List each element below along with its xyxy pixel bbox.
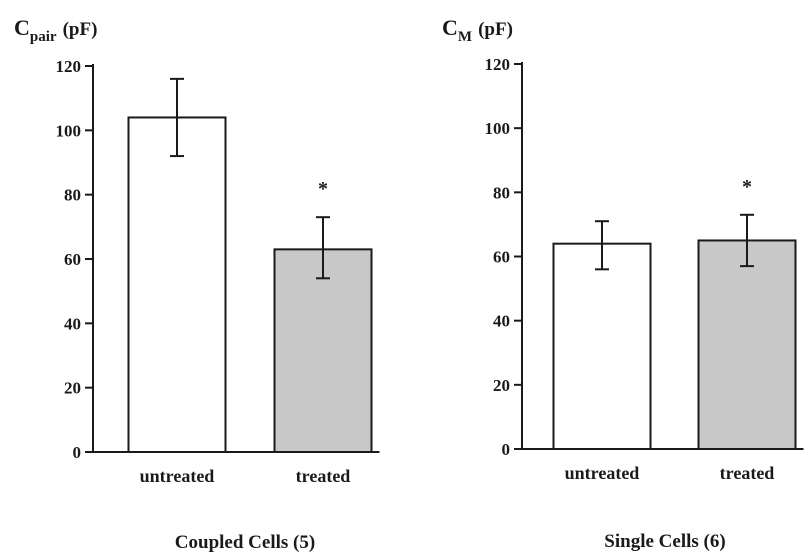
significance-marker: *	[742, 176, 752, 198]
y-tick-label: 120	[56, 57, 82, 76]
y-tick-label: 20	[64, 379, 81, 398]
x-tick-label: treated	[296, 466, 351, 486]
y-tick-label: 100	[485, 119, 511, 138]
x-tick-label: untreated	[140, 466, 215, 486]
plot-area-single: 0 20 40 60 80 100 120 untreated treated *	[485, 55, 804, 483]
y-tick-label: 80	[493, 183, 510, 202]
plot-area-coupled: 0 20 40 60 80 100 120 untreated treated *	[56, 57, 380, 486]
x-axis-title-coupled: Coupled Cells (5)	[175, 532, 315, 553]
y-tick-label: 0	[502, 440, 511, 459]
y-tick-label: 60	[493, 248, 510, 267]
y-tick-label: 80	[64, 186, 81, 205]
y-tick-label: 100	[56, 121, 82, 140]
y-tick-label: 0	[73, 443, 82, 462]
chart-single-cells: CM (pF) Single Cells (6) 0 20 40 60 80 100 120 u…	[442, 15, 804, 552]
bar-untreated	[127, 116, 227, 453]
bar-treated	[273, 248, 373, 453]
x-axis-title-single: Single Cells (6)	[604, 531, 725, 552]
x-tick-label: untreated	[565, 463, 640, 483]
y-axis-label-coupled: Cpair (pF)	[14, 15, 97, 45]
y-tick-label: 60	[64, 250, 81, 269]
significance-marker: *	[318, 178, 328, 200]
y-tick-label: 120	[485, 55, 511, 74]
bar-treated	[697, 239, 797, 450]
y-tick-label: 40	[64, 314, 81, 333]
bar-untreated	[552, 242, 652, 450]
x-tick-label: treated	[720, 463, 775, 483]
y-axis-label-single: CM (pF)	[442, 15, 513, 45]
chart-coupled-cells: Cpair (pF) Coupled Cells (5) 0 20 40 60 80 100…	[14, 15, 380, 553]
y-tick-label: 20	[493, 376, 510, 395]
y-tick-label: 40	[493, 312, 510, 331]
